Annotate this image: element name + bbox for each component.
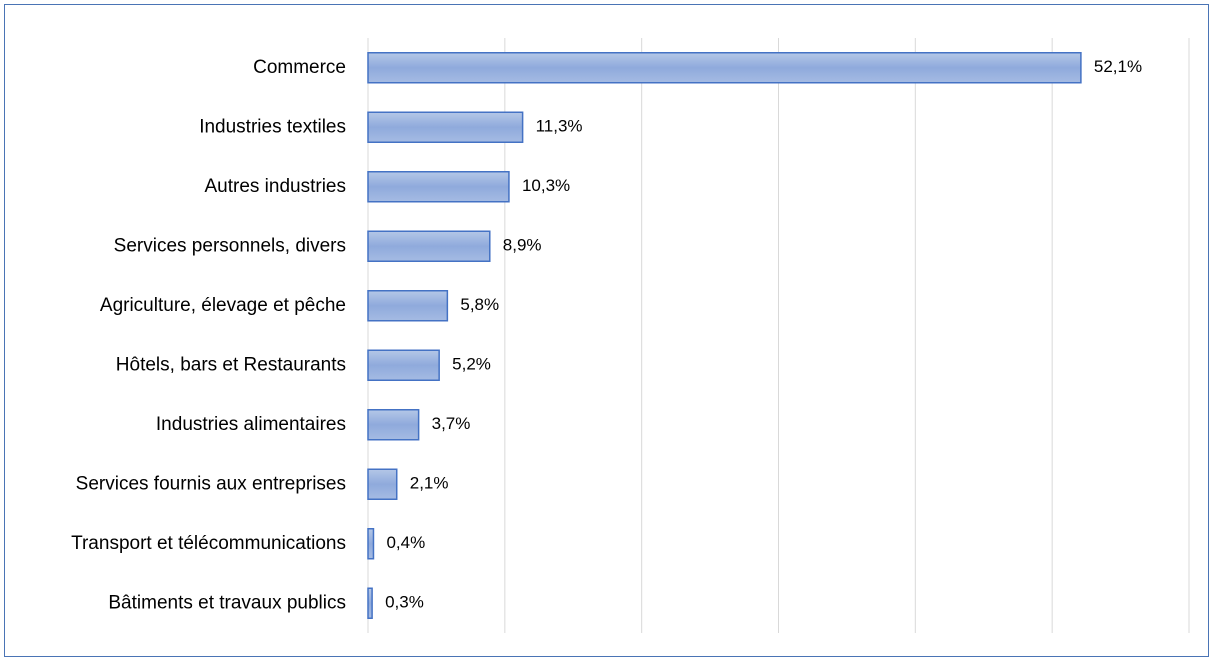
category-label: Bâtiments et travaux publics <box>108 592 346 613</box>
bars <box>367 52 1082 619</box>
category-label: Industries textiles <box>199 116 346 137</box>
category-label: Transport et télécommunications <box>71 533 346 554</box>
data-label: 3,7% <box>432 414 471 433</box>
data-label: 0,3% <box>385 593 424 612</box>
data-label: 8,9% <box>503 236 542 255</box>
chart-frame: Commerce Industries textiles Autres indust… <box>4 4 1209 657</box>
data-label: 52,1% <box>1094 57 1142 76</box>
category-label: Hôtels, bars et Restaurants <box>116 354 346 375</box>
bar <box>367 52 1082 84</box>
value-labels: 52,1% 11,3% 10,3% 8,9% 5,8% 5,2% 3,7% 2,1% 0,4% 0… <box>385 57 1142 612</box>
data-label: 11,3% <box>536 117 583 136</box>
data-label: 2,1% <box>410 474 449 493</box>
data-label: 5,8% <box>460 295 499 314</box>
category-label: Commerce <box>253 57 346 78</box>
bar <box>367 230 491 262</box>
bar-chart: Commerce Industries textiles Autres indust… <box>71 38 1190 633</box>
category-label: Industries alimentaires <box>156 414 346 435</box>
category-label: Autres industries <box>204 176 346 197</box>
bar <box>367 171 510 203</box>
category-label: Services fournis aux entreprises <box>76 473 346 494</box>
category-labels: Commerce Industries textiles Autres indust… <box>71 57 346 614</box>
bar <box>367 528 375 560</box>
bar <box>367 349 440 381</box>
bar <box>367 290 449 322</box>
bar <box>367 111 524 143</box>
data-label: 10,3% <box>522 176 570 195</box>
category-label: Agriculture, élevage et pêche <box>100 295 346 316</box>
category-label: Services personnels, divers <box>114 235 346 256</box>
bar <box>367 587 373 619</box>
bar <box>367 409 420 441</box>
data-label: 5,2% <box>452 355 491 374</box>
bar <box>367 468 398 500</box>
data-label: 0,4% <box>386 533 425 552</box>
